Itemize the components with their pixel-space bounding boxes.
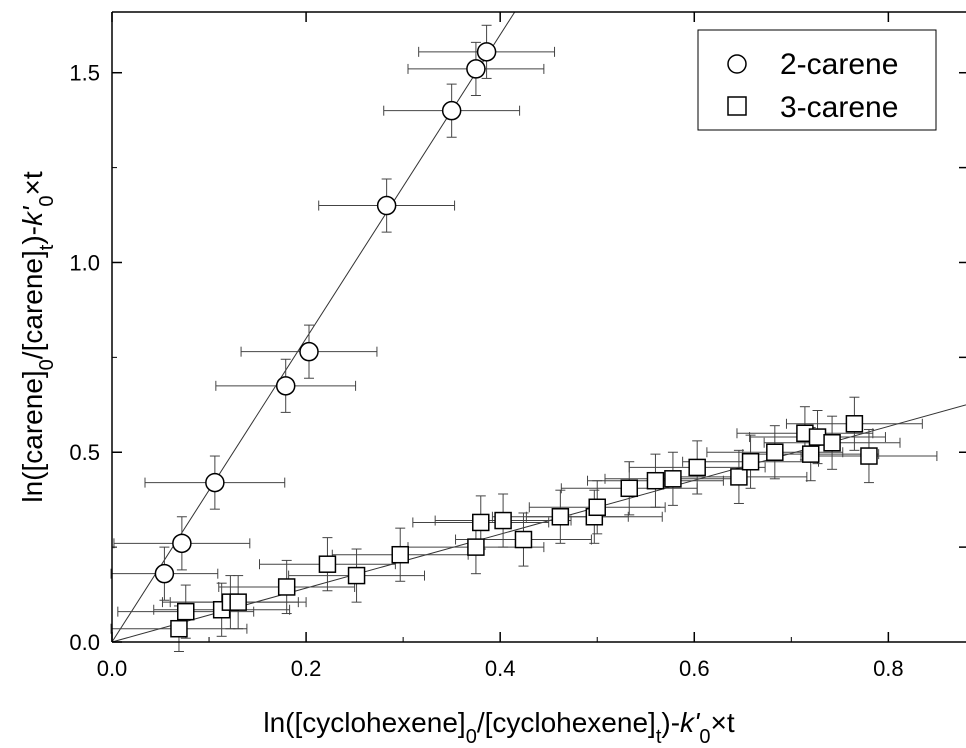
x-tick-label: 0.8 <box>873 656 904 681</box>
axis-titles: ln([cyclohexene]0/[cyclohexene]t)-k'0×t l… <box>17 171 735 748</box>
data-point-square <box>551 508 570 526</box>
data-point-square <box>860 447 878 465</box>
y-tick-label: 0.0 <box>69 630 100 655</box>
x-tick-label: 0.4 <box>485 656 516 681</box>
data-point-circle <box>299 341 319 362</box>
data-point-square <box>347 566 366 585</box>
legend-label-3-carene: 3-carene <box>780 91 898 124</box>
data-point-square <box>177 602 195 621</box>
data-point-square <box>318 555 337 573</box>
data-point-square <box>801 445 820 463</box>
data-point-circle <box>205 472 225 493</box>
data-point-square <box>277 578 296 596</box>
y-tick-label: 1.0 <box>69 250 100 275</box>
data-markers <box>154 42 878 638</box>
x-tick-label: 0.6 <box>679 656 710 681</box>
data-point-circle <box>441 100 462 121</box>
data-point-square <box>494 511 512 530</box>
y-axis-title: ln([carene]0/[carene]t)-k'0×t <box>17 171 58 502</box>
y-tick-label: 1.5 <box>69 61 100 86</box>
data-point-square <box>730 468 748 486</box>
plot-axes <box>111 11 966 643</box>
data-point-square <box>688 458 706 477</box>
data-point-circle <box>466 59 486 79</box>
data-point-square <box>229 593 247 611</box>
data-point-circle <box>376 195 397 216</box>
data-point-square <box>823 434 841 452</box>
data-point-square <box>391 545 409 564</box>
legend: 2-carene 3-carene <box>697 29 937 131</box>
data-point-square <box>766 443 784 461</box>
data-point-square <box>514 530 533 549</box>
data-point-square <box>845 415 864 433</box>
data-point-circle <box>275 376 296 396</box>
data-point-square <box>170 619 188 638</box>
data-point-square <box>808 428 827 446</box>
data-point-square <box>472 513 490 532</box>
x-axis-title: ln([cyclohexene]0/[cyclohexene]t)-k'0×t <box>263 707 735 748</box>
legend-square-marker <box>727 96 747 116</box>
legend-circle-marker <box>727 54 747 74</box>
data-point-circle <box>172 533 192 554</box>
data-point-square <box>467 538 485 556</box>
data-point-square <box>664 470 682 488</box>
data-point-square <box>646 471 665 490</box>
data-point-square <box>741 452 760 471</box>
x-tick-label: 0.0 <box>97 656 128 681</box>
axis-ticks: 0.0 0.2 0.4 0.6 0.8 0.0 0.5 1.0 1.5 <box>69 12 966 681</box>
legend-label-2-carene: 2-carene <box>780 48 898 81</box>
x-tick-label: 0.2 <box>291 656 322 681</box>
data-point-circle <box>476 42 497 62</box>
y-tick-label: 0.5 <box>69 440 100 465</box>
data-point-square <box>620 479 639 498</box>
data-point-circle <box>154 563 175 584</box>
data-point-square <box>588 498 606 517</box>
